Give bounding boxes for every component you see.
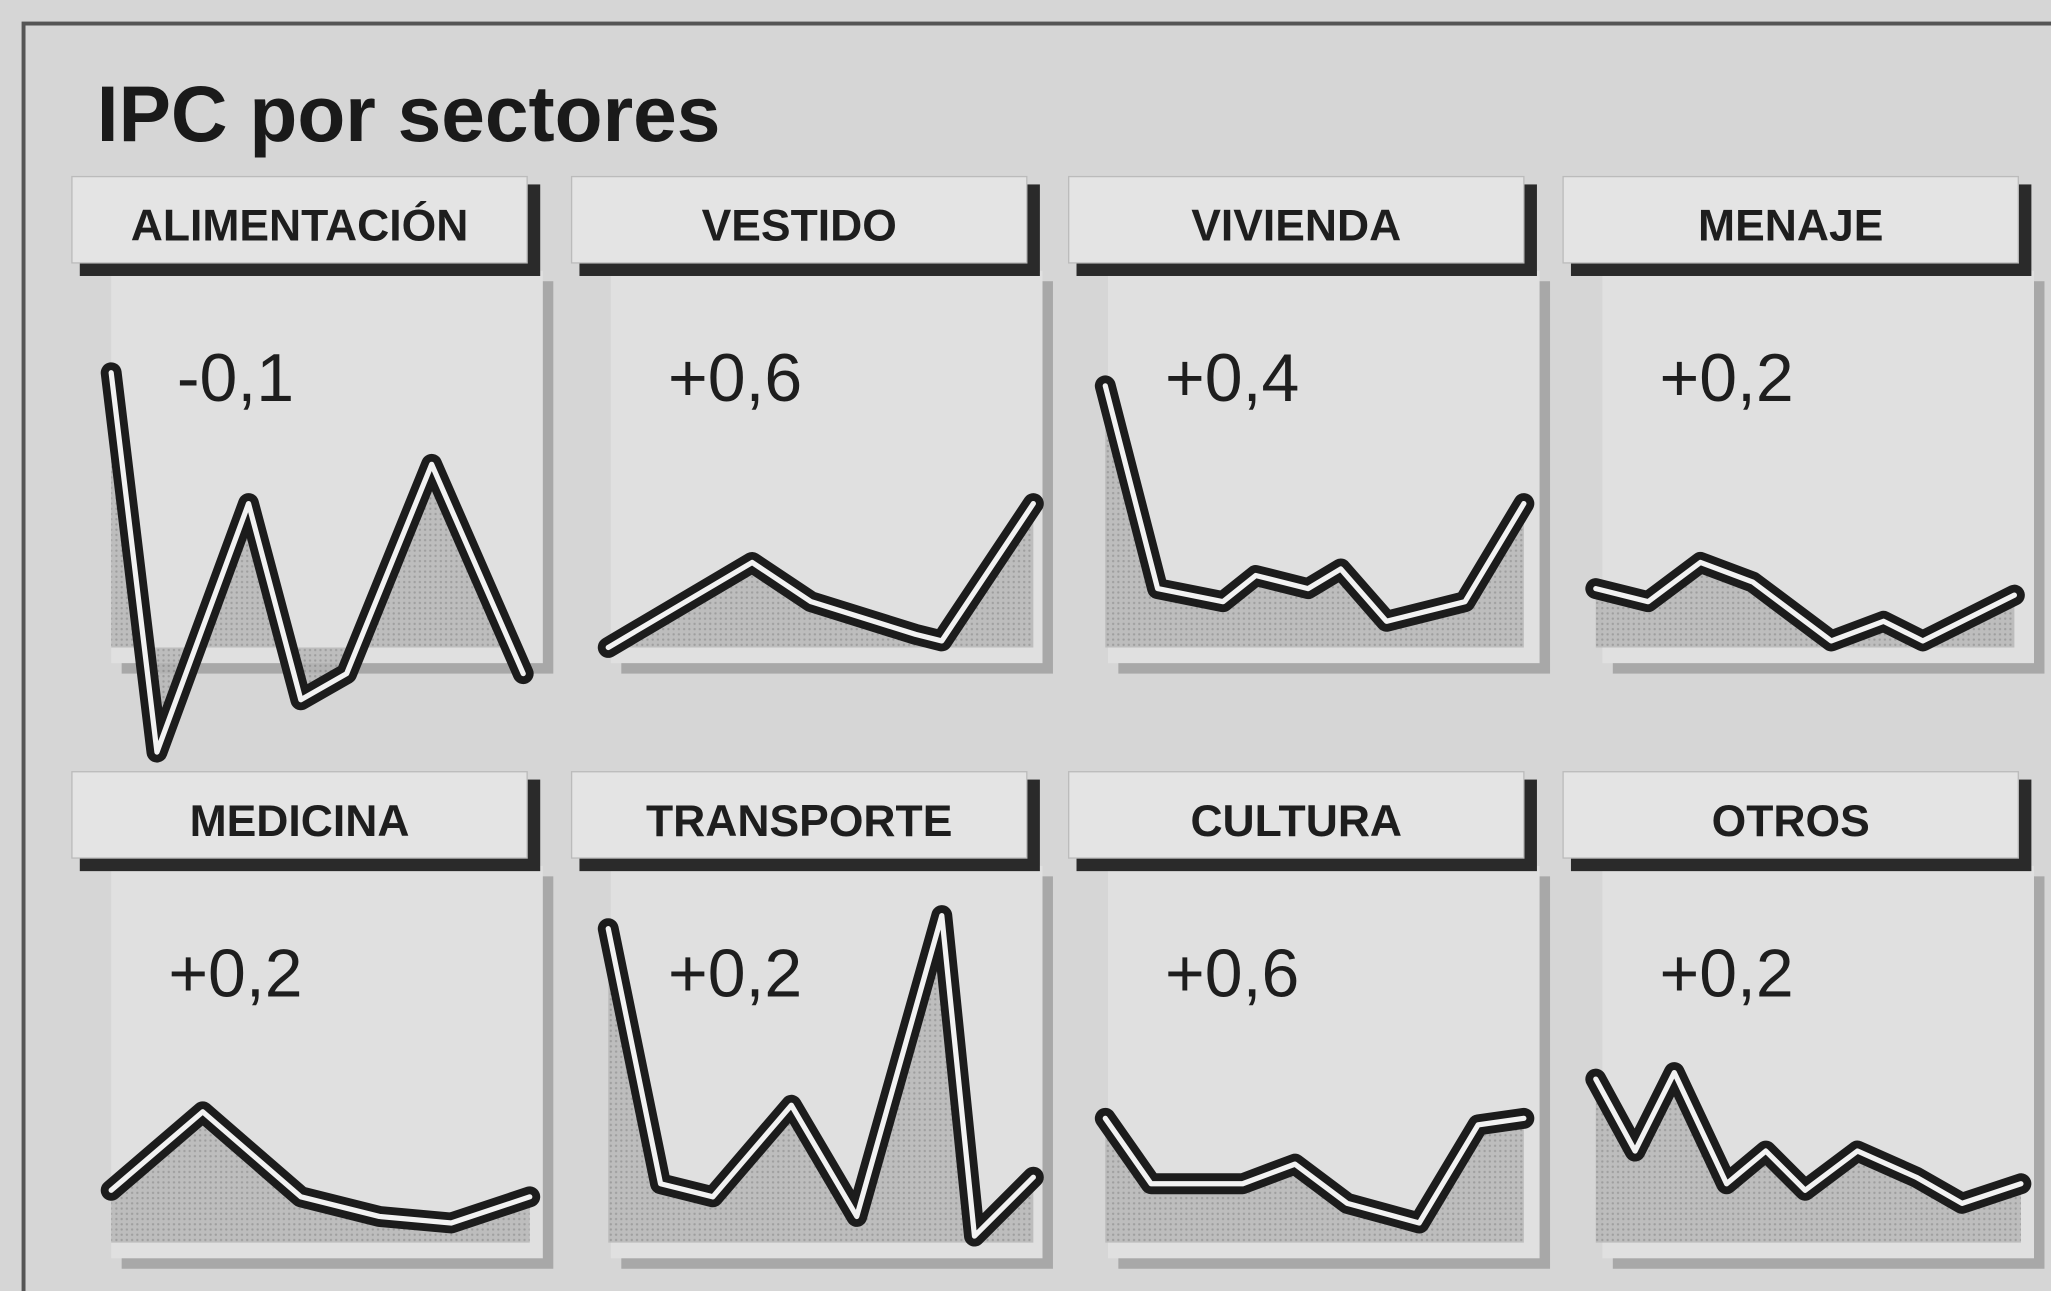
value-label: +0,2 [1659,340,1793,416]
panel: +0,2 MEDICINA [72,772,553,1269]
panel-title: VIVIENDA [1191,202,1401,251]
panel-title: ALIMENTACIÓN [131,201,469,251]
panel-title: OTROS [1712,797,1870,846]
value-label: +0,6 [668,340,802,416]
panel: +0,6 VESTIDO [572,177,1053,674]
panel-title: VESTIDO [702,202,897,251]
panel-title: CULTURA [1190,797,1402,846]
panel-title: TRANSPORTE [646,797,952,846]
value-label: -0,1 [177,340,294,416]
value-label: +0,2 [168,935,302,1011]
panel: +0,6 CULTURA [1069,772,1550,1269]
value-label: +0,6 [1165,935,1299,1011]
panel: +0,2 MENAJE [1563,177,2044,674]
chart: IPC por sectores -0,1 ALIMENTACIÓN +0,6 VES… [0,0,2051,1291]
panel-title: MEDICINA [190,797,410,846]
panel-title: MENAJE [1698,202,1883,251]
panel: +0,2 OTROS [1563,772,2044,1269]
value-label: +0,2 [1659,935,1793,1011]
chart-title: IPC por sectores [97,70,721,158]
panel: +0,4 VIVIENDA [1069,177,1550,674]
panel: +0,2 TRANSPORTE [572,772,1053,1269]
panel: -0,1 ALIMENTACIÓN [72,177,553,753]
value-label: +0,2 [668,935,802,1011]
value-label: +0,4 [1165,340,1299,416]
